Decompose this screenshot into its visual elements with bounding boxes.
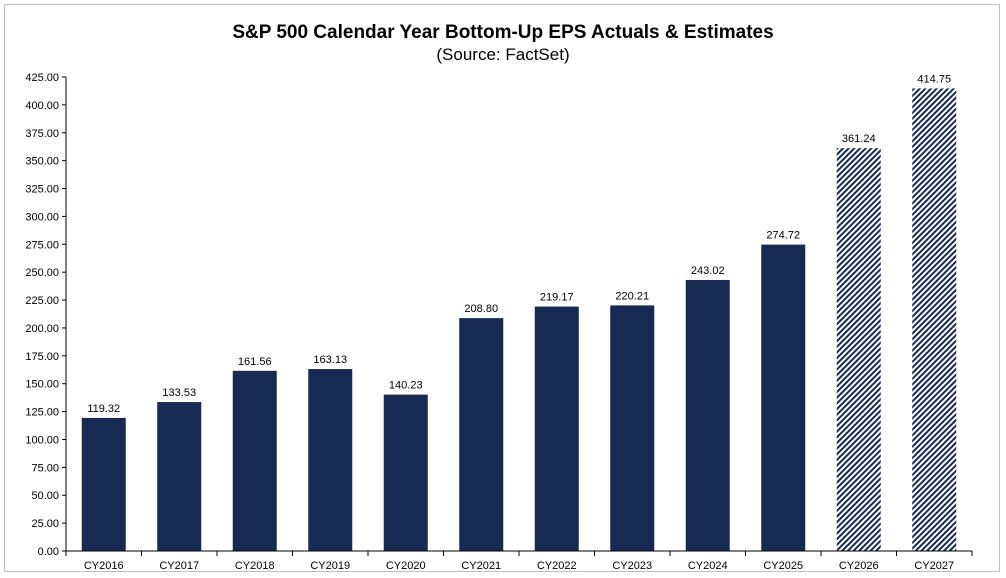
data-label-cy2026: 361.24 <box>842 133 876 145</box>
x-tick-label-cy2022: CY2022 <box>537 560 577 572</box>
data-label-cy2022: 219.17 <box>540 292 574 304</box>
x-tick-label-cy2016: CY2016 <box>84 560 124 572</box>
y-tick-label: 275.00 <box>25 239 59 251</box>
y-tick-label: 175.00 <box>25 351 59 363</box>
y-tick-label: 350.00 <box>25 156 59 168</box>
y-tick-label: 0.00 <box>38 546 59 558</box>
bar-cy2021 <box>459 318 504 551</box>
x-tick-label-cy2020: CY2020 <box>386 560 426 572</box>
bar-cy2023 <box>610 305 655 551</box>
x-tick-label-cy2019: CY2019 <box>310 560 350 572</box>
bar-cy2017 <box>157 402 202 551</box>
y-tick-label: 425.00 <box>25 72 59 84</box>
bar-cy2016 <box>81 417 126 551</box>
x-tick-label-cy2021: CY2021 <box>461 560 501 572</box>
bar-cy2018 <box>232 370 277 551</box>
y-tick-label: 100.00 <box>25 434 59 446</box>
y-tick-label: 375.00 <box>25 128 59 140</box>
y-tick-label: 25.00 <box>31 518 59 530</box>
bar-cy2024 <box>685 279 730 551</box>
x-tick-label-cy2027: CY2027 <box>914 560 954 572</box>
y-tick-label: 150.00 <box>25 379 59 391</box>
x-tick-label-cy2017: CY2017 <box>159 560 199 572</box>
y-tick-label: 400.00 <box>25 100 59 112</box>
x-axis: CY2016 CY2017 CY2018 CY2019 CY2020 CY2021 CY20… <box>65 550 973 572</box>
bars: 119.32 133.53 161.56 163.13 140.23 208.80 219.… <box>81 73 957 552</box>
y-tick-label: 225.00 <box>25 295 59 307</box>
bar-cy2022 <box>534 306 579 551</box>
y-tick-label: 325.00 <box>25 184 59 196</box>
data-label-cy2019: 163.13 <box>313 354 347 366</box>
y-tick-label: 50.00 <box>31 490 59 502</box>
y-tick-label: 75.00 <box>31 462 59 474</box>
x-tick-label-cy2025: CY2025 <box>763 560 803 572</box>
bar-cy2025 <box>761 244 806 552</box>
data-label-cy2025: 274.72 <box>766 230 800 242</box>
y-tick-label: 300.00 <box>25 211 59 223</box>
bar-cy2027 <box>912 88 957 551</box>
y-axis: 0.00 25.00 50.00 75.00 100.00 125.00 150.00 175… <box>25 72 67 558</box>
chart-title: S&P 500 Calendar Year Bottom-Up EPS Actu… <box>232 22 774 43</box>
data-label-cy2017: 133.53 <box>162 387 196 399</box>
bar-cy2019 <box>308 369 353 551</box>
data-label-cy2020: 140.23 <box>389 380 423 392</box>
data-label-cy2018: 161.56 <box>238 356 272 368</box>
chart-subtitle: (Source: FactSet) <box>436 45 570 64</box>
bar-cy2026 <box>836 148 881 552</box>
data-label-cy2023: 220.21 <box>615 290 649 302</box>
data-label-cy2016: 119.32 <box>87 403 120 415</box>
bar-cy2020 <box>383 394 428 551</box>
y-tick-label: 125.00 <box>25 407 59 419</box>
y-tick-label: 200.00 <box>25 323 59 335</box>
data-label-cy2027: 414.75 <box>917 73 951 85</box>
x-tick-label-cy2026: CY2026 <box>839 560 879 572</box>
y-tick-label: 250.00 <box>25 267 59 279</box>
x-tick-label-cy2023: CY2023 <box>612 560 652 572</box>
data-label-cy2024: 243.02 <box>691 265 725 277</box>
data-label-cy2021: 208.80 <box>464 303 498 315</box>
x-tick-label-cy2024: CY2024 <box>688 560 728 572</box>
x-tick-label-cy2018: CY2018 <box>235 560 275 572</box>
